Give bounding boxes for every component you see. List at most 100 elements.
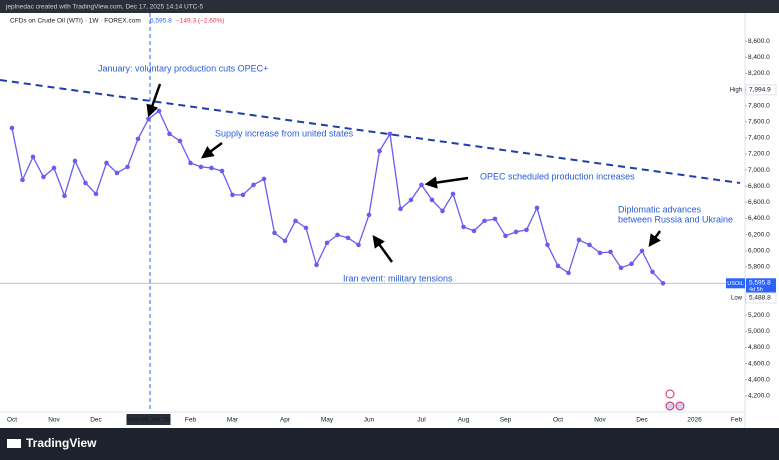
y-tick-label: 4,600.0: [748, 360, 770, 367]
event-icons: [665, 389, 685, 411]
bottom-bar: [0, 428, 779, 460]
price-point: [618, 265, 624, 271]
price-point: [261, 176, 267, 182]
x-tick-label: Jun: [364, 417, 375, 424]
price-change: −149.3 (−2.60%): [176, 18, 224, 25]
price-point: [503, 233, 508, 239]
price-point: [356, 242, 361, 248]
price-point: [566, 270, 571, 276]
price-point: [408, 197, 414, 203]
price-point: [104, 160, 109, 166]
arrow: [424, 176, 469, 189]
event-icon: [665, 401, 675, 411]
price-point: [303, 225, 309, 231]
price-point: [9, 125, 15, 131]
price-point: [240, 192, 246, 198]
price-point: [366, 212, 372, 218]
x-tick-label: Nov: [594, 417, 606, 424]
price-point: [293, 218, 298, 224]
price-point: [660, 280, 666, 286]
x-tick-label: Mar: [227, 417, 239, 424]
price-point: [587, 242, 592, 248]
y-tick-label: 6,600.0: [748, 199, 770, 206]
y-tick-label: 5,000.0: [748, 328, 770, 335]
price-point: [450, 191, 456, 197]
arrow: [200, 141, 223, 159]
x-tick-label: Oct: [553, 417, 563, 424]
price-point: [282, 238, 288, 244]
price-point: [114, 170, 120, 176]
y-tick-label: 7,000.0: [748, 167, 770, 174]
price-point: [198, 164, 204, 170]
countdown: 4d 5h: [749, 287, 763, 293]
x-tick-label: Oct: [7, 417, 17, 424]
price-point: [608, 249, 613, 255]
series-tag: [726, 278, 745, 289]
y-tick-label: 8,400.0: [748, 54, 770, 61]
price-point: [219, 168, 225, 174]
x-tick-label: Mon 06 Jan '25: [126, 417, 171, 424]
price-point: [429, 197, 435, 203]
price-point: [72, 158, 78, 164]
price-point: [440, 208, 445, 214]
arrow: [648, 230, 662, 248]
logo-mark: [7, 439, 21, 448]
y-tick-label: 6,400.0: [748, 215, 770, 222]
y-tick-label: 4,800.0: [748, 344, 770, 351]
annotation: OPEC scheduled production increases: [480, 171, 635, 181]
created-note: jeplnedac created with TradingView.com, …: [5, 4, 204, 11]
x-tick-label: Dec: [90, 417, 102, 424]
y-tick-label: 7,800.0: [748, 102, 770, 109]
annotation: Supply increase from united states: [215, 128, 354, 138]
price-point: [482, 218, 487, 224]
top-bar: [0, 0, 779, 13]
y-tick-label: 6,800.0: [748, 183, 770, 190]
x-tick-label: 2026: [687, 417, 702, 424]
annotation: between Russia and Ukraine: [618, 214, 733, 224]
series-name: USOIL: [727, 281, 744, 287]
x-tick-label: Dec: [636, 417, 648, 424]
y-tick-label: 4,400.0: [748, 376, 770, 383]
price-point: [83, 180, 88, 186]
price-point: [41, 174, 46, 180]
y-tick-label: 6,000.0: [748, 247, 770, 254]
brand: TradingView: [26, 436, 97, 450]
x-tick-label: Jul: [417, 417, 426, 424]
annotation: Diplomatic advances: [618, 204, 702, 214]
x-tick-label: Feb: [185, 417, 197, 424]
price-point: [492, 216, 498, 222]
price-point: [230, 192, 235, 198]
price-point: [639, 248, 645, 254]
price-point: [324, 240, 330, 246]
price-point: [209, 165, 214, 171]
price-point: [20, 177, 25, 183]
event-icon: [675, 401, 685, 411]
annotation: January: voluntary production cuts OPEC+: [98, 63, 268, 73]
y-tick-label: 7,200.0: [748, 151, 770, 158]
high-label: High: [730, 87, 742, 93]
price-point: [398, 206, 403, 212]
y-tick-label: 8,600.0: [748, 38, 770, 45]
price-point: [125, 164, 130, 170]
chart-title: CFDs on Crude Oil (WTI) · 1W · FOREX.com: [10, 18, 141, 25]
last-price-label: 5,595.8: [749, 280, 771, 287]
price-point: [387, 131, 393, 137]
price-point: [513, 229, 519, 235]
price-point: [471, 228, 477, 234]
price-point: [30, 154, 36, 160]
price-point: [188, 160, 193, 166]
arrow: [372, 234, 394, 263]
price-point: [62, 193, 67, 199]
price-point: [377, 148, 382, 154]
trend-line: [0, 79, 741, 184]
price-point: [576, 237, 582, 243]
low-value: 5,488.8: [749, 295, 771, 302]
annotation: Iran event: military tensions: [343, 273, 453, 283]
high-tag: [745, 84, 777, 96]
price-point: [545, 242, 550, 248]
price-point: [650, 269, 655, 275]
price-point: [93, 191, 99, 197]
x-tick-label: Sep: [500, 417, 512, 424]
arrow: [146, 83, 162, 118]
